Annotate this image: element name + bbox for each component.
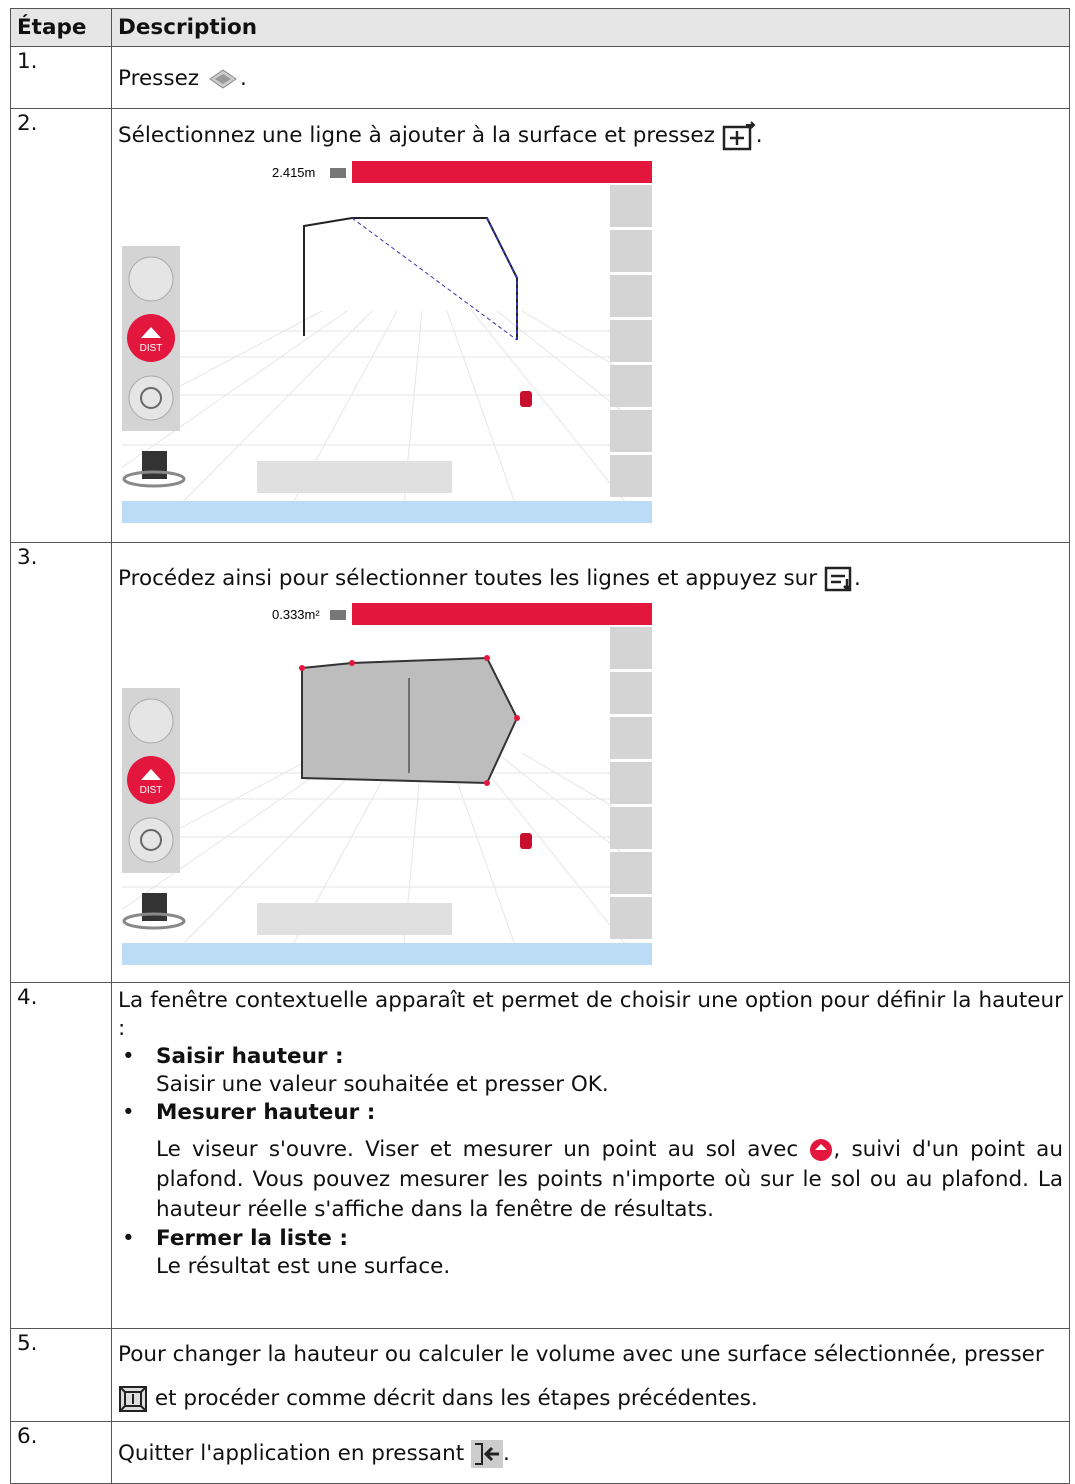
text: Pressez bbox=[118, 66, 200, 91]
option-text: Le résultat est une surface. bbox=[156, 1254, 451, 1279]
reading: 0.333m² bbox=[272, 607, 320, 622]
device-screen: 0.333m² DIST bbox=[0, 603, 883, 1024]
row: 3. Procédez ainsi pour sélectionner tout… bbox=[0, 542, 1070, 1024]
volume-icon bbox=[119, 1386, 147, 1412]
description: Sélectionnez une ligne à ajouter à la su… bbox=[0, 108, 1070, 582]
description: Pressez . bbox=[111, 46, 1070, 109]
option: • Saisir hauteur : Saisir une valeur souha… bbox=[122, 1044, 609, 1097]
dist-icon bbox=[810, 1139, 833, 1161]
text: . bbox=[755, 123, 763, 148]
step: 4. bbox=[10, 982, 112, 1329]
text: . bbox=[503, 1441, 510, 1466]
row: 1. Pressez . bbox=[10, 46, 1070, 109]
step: 5. bbox=[10, 1328, 112, 1422]
step: 1. bbox=[10, 46, 112, 109]
row: 6. Quitter l'application en pressant . bbox=[10, 1421, 1070, 1484]
finish-icon bbox=[824, 566, 852, 592]
row: 5. Pour changer la hauteur ou calculer l… bbox=[10, 1328, 1070, 1422]
device-screen: 2.415m DIST bbox=[0, 161, 883, 582]
option: • Mesurer hauteur : Le viseur s'ouvre. Vi… bbox=[122, 1100, 1063, 1222]
header-cell: Description bbox=[111, 8, 1070, 47]
text: Procédez ainsi pour sélectionner toutes … bbox=[118, 566, 818, 591]
step: 3. bbox=[10, 542, 112, 983]
text: . bbox=[239, 66, 247, 91]
description: Quitter l'application en pressant . bbox=[111, 1421, 1070, 1484]
text: et procéder comme décrit dans les étapes… bbox=[154, 1386, 758, 1411]
option-text: Le viseur s'ouvre. Viser et mesurer un p… bbox=[156, 1137, 799, 1162]
option-text: Saisir une valeur souhaitée et presser O… bbox=[156, 1072, 609, 1097]
row: 4. La fenêtre contextuelle apparaît et p… bbox=[10, 982, 1070, 1329]
button-label: DIST bbox=[140, 343, 163, 354]
header-cell: Étape bbox=[10, 8, 112, 47]
option-label: Fermer la liste : bbox=[156, 1226, 348, 1251]
text: Sélectionnez une ligne à ajouter à la su… bbox=[118, 123, 715, 148]
text: . bbox=[854, 566, 861, 591]
surface-icon bbox=[209, 69, 237, 89]
row: 2. Sélectionnez une ligne à ajouter à la… bbox=[0, 108, 1070, 582]
text: Quitter l'application en pressant bbox=[118, 1441, 465, 1466]
step: 6. bbox=[10, 1421, 112, 1484]
option-label: Saisir hauteur : bbox=[156, 1044, 344, 1069]
button-label: DIST bbox=[140, 785, 163, 796]
option-label: Mesurer hauteur : bbox=[156, 1100, 376, 1125]
description: Procédez ainsi pour sélectionner toutes … bbox=[0, 542, 1070, 1024]
add-line-icon bbox=[722, 121, 756, 151]
step: 2. bbox=[10, 108, 112, 543]
option: • Fermer la liste : Le résultat est une su… bbox=[122, 1226, 451, 1279]
header-row: Étape Description bbox=[10, 8, 1070, 47]
description: La fenêtre contextuelle apparaît et perm… bbox=[111, 982, 1070, 1329]
text: Pour changer la hauteur ou calculer le v… bbox=[118, 1342, 1044, 1367]
option-text: , suivi d'un point au plafond. Vous pouv… bbox=[156, 1137, 1063, 1222]
steps-table: Étape Description 1. Pressez . 2. Sélect… bbox=[0, 8, 1070, 1484]
reading: 2.415m bbox=[272, 165, 315, 180]
exit-icon bbox=[471, 1440, 504, 1468]
intro: La fenêtre contextuelle apparaît et perm… bbox=[118, 988, 1063, 1041]
screenshot: 2.415m DIST bbox=[0, 161, 883, 582]
screenshot: 0.333m² DIST bbox=[0, 603, 883, 1024]
description: Pour changer la hauteur ou calculer le v… bbox=[111, 1328, 1070, 1422]
